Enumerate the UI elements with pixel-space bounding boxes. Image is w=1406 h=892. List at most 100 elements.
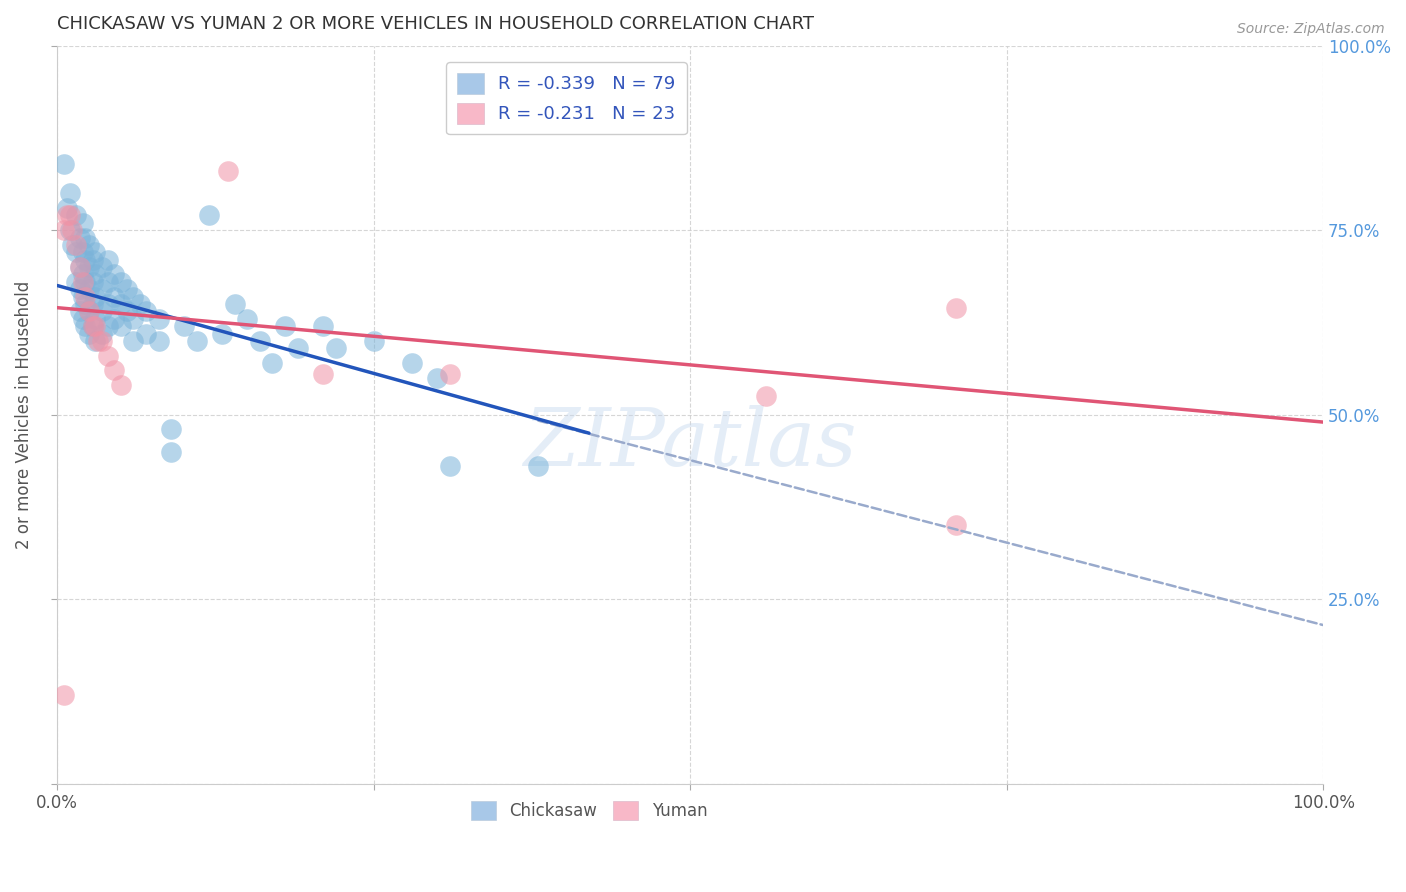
Point xyxy=(97,252,120,267)
Point xyxy=(97,275,120,289)
Point xyxy=(945,518,967,533)
Point xyxy=(82,319,104,334)
Point xyxy=(72,245,94,260)
Point xyxy=(75,319,97,334)
Point xyxy=(160,422,183,436)
Legend: Chickasaw, Yuman: Chickasaw, Yuman xyxy=(464,795,714,827)
Point xyxy=(115,282,138,296)
Point xyxy=(72,290,94,304)
Point xyxy=(103,290,125,304)
Point xyxy=(84,290,107,304)
Point xyxy=(77,260,100,274)
Point xyxy=(401,356,423,370)
Text: Source: ZipAtlas.com: Source: ZipAtlas.com xyxy=(1237,22,1385,37)
Point xyxy=(84,311,107,326)
Point xyxy=(75,290,97,304)
Point xyxy=(287,341,309,355)
Point xyxy=(52,688,75,702)
Point xyxy=(97,349,120,363)
Point xyxy=(103,268,125,282)
Point xyxy=(72,216,94,230)
Point xyxy=(103,311,125,326)
Point xyxy=(65,238,87,252)
Point xyxy=(312,319,335,334)
Point xyxy=(90,282,112,296)
Point xyxy=(211,326,233,341)
Point xyxy=(87,334,110,348)
Point xyxy=(75,252,97,267)
Point xyxy=(128,297,150,311)
Point xyxy=(62,238,84,252)
Point xyxy=(90,304,112,318)
Point xyxy=(945,301,967,315)
Point xyxy=(82,252,104,267)
Point xyxy=(160,444,183,458)
Point xyxy=(69,260,91,274)
Point xyxy=(135,304,157,318)
Point xyxy=(52,157,75,171)
Point xyxy=(755,389,778,403)
Point xyxy=(82,297,104,311)
Point xyxy=(65,209,87,223)
Point xyxy=(527,459,550,474)
Point xyxy=(122,290,145,304)
Point xyxy=(236,311,259,326)
Point xyxy=(69,230,91,244)
Point xyxy=(426,371,449,385)
Point xyxy=(69,304,91,318)
Point xyxy=(122,311,145,326)
Point xyxy=(312,367,335,381)
Point xyxy=(65,245,87,260)
Point xyxy=(82,319,104,334)
Point xyxy=(56,201,79,215)
Text: ZIPatlas: ZIPatlas xyxy=(523,406,858,483)
Point xyxy=(59,223,82,237)
Point xyxy=(59,186,82,201)
Point xyxy=(82,275,104,289)
Point xyxy=(72,311,94,326)
Point xyxy=(110,319,132,334)
Point xyxy=(75,275,97,289)
Point xyxy=(90,260,112,274)
Point xyxy=(173,319,195,334)
Point xyxy=(249,334,271,348)
Point xyxy=(84,334,107,348)
Point xyxy=(84,245,107,260)
Point xyxy=(69,260,91,274)
Point xyxy=(274,319,297,334)
Point xyxy=(110,297,132,311)
Point xyxy=(77,238,100,252)
Point xyxy=(103,363,125,377)
Point xyxy=(77,304,100,318)
Text: CHICKASAW VS YUMAN 2 OR MORE VEHICLES IN HOUSEHOLD CORRELATION CHART: CHICKASAW VS YUMAN 2 OR MORE VEHICLES IN… xyxy=(58,15,814,33)
Point xyxy=(217,164,239,178)
Point xyxy=(72,268,94,282)
Point xyxy=(110,378,132,392)
Point xyxy=(62,223,84,237)
Point xyxy=(148,334,170,348)
Point xyxy=(186,334,208,348)
Point xyxy=(148,311,170,326)
Point xyxy=(135,326,157,341)
Point xyxy=(90,326,112,341)
Point xyxy=(224,297,246,311)
Point xyxy=(72,275,94,289)
Point xyxy=(363,334,385,348)
Point xyxy=(75,230,97,244)
Point xyxy=(439,459,461,474)
Point xyxy=(69,282,91,296)
Point xyxy=(97,319,120,334)
Point xyxy=(84,268,107,282)
Point xyxy=(84,319,107,334)
Point xyxy=(77,304,100,318)
Point xyxy=(56,209,79,223)
Point xyxy=(77,282,100,296)
Point xyxy=(90,334,112,348)
Point xyxy=(75,297,97,311)
Point xyxy=(439,367,461,381)
Point xyxy=(122,334,145,348)
Point xyxy=(198,209,221,223)
Point xyxy=(325,341,347,355)
Point xyxy=(97,297,120,311)
Point xyxy=(115,304,138,318)
